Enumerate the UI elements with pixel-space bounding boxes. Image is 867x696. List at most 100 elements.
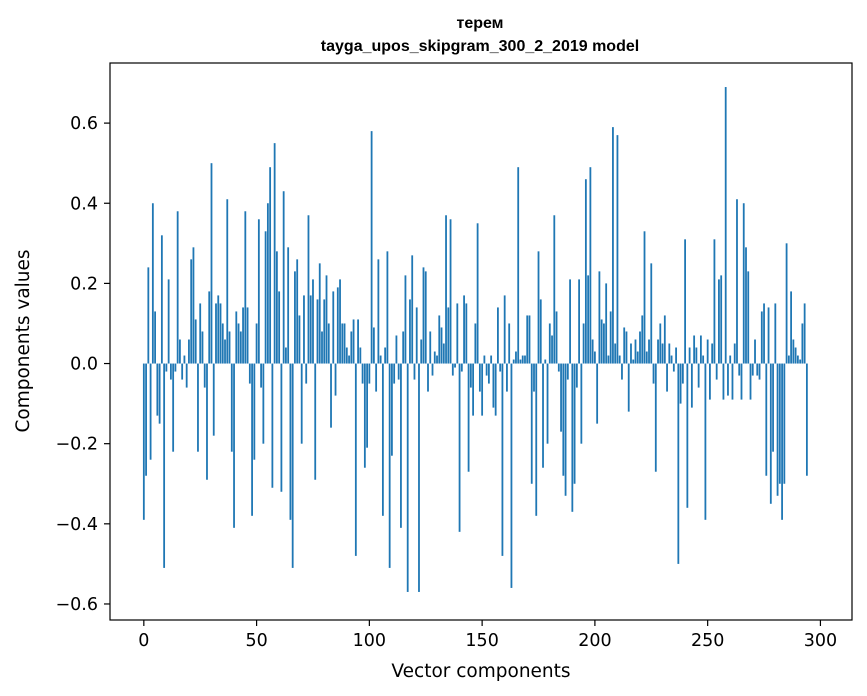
- chart-title: терем: [456, 15, 503, 32]
- bar: [557, 363, 560, 372]
- bar: [632, 359, 635, 364]
- bar: [176, 211, 179, 364]
- bar: [478, 363, 481, 392]
- bar: [156, 363, 159, 416]
- bar: [625, 331, 628, 364]
- bar: [228, 331, 231, 364]
- bar: [348, 355, 350, 364]
- bar: [149, 363, 152, 460]
- bar: [481, 363, 484, 416]
- bar: [535, 363, 538, 516]
- bar: [183, 355, 186, 364]
- bar: [404, 275, 407, 364]
- bar: [517, 167, 520, 364]
- bar: [492, 363, 495, 408]
- bar: [524, 355, 526, 364]
- bar: [600, 319, 603, 364]
- bar: [309, 295, 312, 364]
- bar: [327, 323, 330, 364]
- bar: [422, 267, 425, 364]
- x-axis-label: Vector components: [391, 661, 570, 682]
- bar: [460, 363, 463, 372]
- bar: [307, 215, 310, 364]
- bar: [521, 355, 524, 364]
- bar: [282, 191, 285, 364]
- bar: [706, 339, 709, 364]
- bar: [596, 363, 599, 424]
- bar: [296, 259, 299, 364]
- bar: [463, 295, 465, 364]
- bar: [476, 223, 479, 364]
- y-tick-label: 0.4: [70, 194, 98, 214]
- bar: [487, 363, 490, 384]
- bar: [188, 339, 190, 364]
- bar: [688, 347, 691, 364]
- bar: [709, 363, 711, 400]
- bar: [397, 363, 400, 380]
- y-tick-label: 0.2: [70, 274, 98, 294]
- bar: [530, 363, 533, 484]
- bar: [666, 363, 668, 392]
- bar: [564, 363, 567, 496]
- bar: [548, 323, 551, 364]
- bar: [727, 363, 729, 396]
- bar: [677, 363, 680, 564]
- bar: [210, 163, 213, 364]
- x-tick-label: 250: [691, 631, 724, 651]
- y-axis-label: Components values: [13, 249, 34, 432]
- bar: [718, 279, 720, 364]
- bar: [215, 303, 217, 364]
- bar: [194, 319, 197, 364]
- y-tick-label: −0.4: [56, 515, 99, 535]
- bar: [546, 363, 549, 444]
- bar: [663, 315, 666, 364]
- bar: [230, 363, 233, 452]
- bar: [169, 363, 172, 380]
- bar: [264, 231, 267, 364]
- bar: [271, 363, 274, 488]
- bar: [729, 355, 732, 364]
- bar: [621, 363, 623, 380]
- bar: [343, 323, 346, 364]
- bar: [278, 291, 281, 364]
- bar: [451, 363, 454, 376]
- bar: [654, 363, 657, 472]
- bar: [648, 339, 650, 364]
- bar: [467, 363, 470, 472]
- bar: [760, 311, 763, 364]
- bar: [722, 363, 725, 400]
- bar: [253, 363, 256, 460]
- bar: [510, 363, 513, 588]
- bar: [582, 323, 585, 364]
- bar: [431, 363, 434, 376]
- bar: [713, 239, 716, 364]
- bar: [219, 303, 222, 364]
- bar: [616, 135, 619, 364]
- bar: [790, 291, 792, 364]
- bar: [318, 263, 321, 364]
- bar: [185, 363, 188, 388]
- bar: [695, 347, 698, 364]
- bar: [497, 307, 499, 364]
- bar: [345, 347, 348, 364]
- bar: [643, 231, 646, 364]
- bar: [465, 303, 468, 364]
- bar: [645, 351, 648, 364]
- bar: [174, 363, 177, 372]
- y-axis-ticks: −0.6 −0.4 −0.2 0.0 0.2 0.4 0.6: [56, 114, 110, 615]
- bar: [197, 363, 199, 452]
- bar: [285, 347, 287, 364]
- y-tick-label: −0.6: [56, 595, 99, 615]
- bar: [553, 215, 556, 364]
- bar: [336, 287, 339, 364]
- bar: [792, 339, 795, 364]
- bar: [381, 363, 384, 516]
- bar: [614, 343, 617, 364]
- bar: [289, 363, 292, 520]
- bar: [427, 363, 429, 392]
- bar: [652, 363, 655, 384]
- bar: [436, 355, 438, 364]
- bar: [246, 307, 249, 364]
- bar: [591, 339, 594, 364]
- bar: [248, 363, 251, 384]
